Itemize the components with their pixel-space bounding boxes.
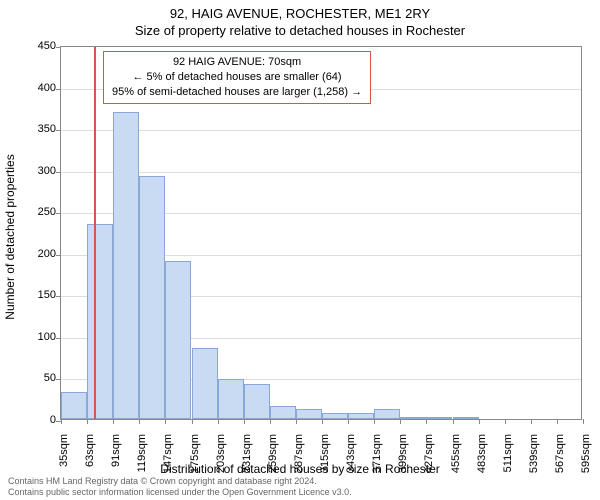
xtick-label: 567sqm [554,434,566,473]
ytick-mark [56,130,61,131]
y-axis-label: Number of detached properties [3,154,17,319]
histogram-bar [296,409,322,419]
ytick-label: 200 [16,248,56,260]
xtick-label: 35sqm [58,434,70,467]
ytick-mark [56,172,61,173]
histogram-bar [348,413,374,419]
ytick-label: 250 [16,206,56,218]
xtick-label: 539sqm [528,434,540,473]
xtick-mark [113,419,114,424]
xtick-mark [87,419,88,424]
histogram-plot: 92 HAIG AVENUE: 70sqm← 5% of detached ho… [60,46,582,420]
xtick-mark [400,419,401,424]
annotation-line3: 95% of semi-detached houses are larger (… [112,85,362,100]
histogram-bar [192,348,218,419]
xtick-mark [61,419,62,424]
annotation-line2: ← 5% of detached houses are smaller (64) [112,70,362,85]
page-title-line2: Size of property relative to detached ho… [0,21,600,38]
ytick-label: 0 [16,414,56,426]
xtick-mark [479,419,480,424]
reference-line [94,47,96,419]
histogram-bar [453,417,479,419]
xtick-label: 175sqm [189,434,201,473]
xtick-label: 203sqm [215,434,227,473]
ytick-mark [56,47,61,48]
annotation-line1: 92 HAIG AVENUE: 70sqm [112,55,362,70]
xtick-mark [426,419,427,424]
xtick-mark [531,419,532,424]
xtick-mark [165,419,166,424]
histogram-bar [322,413,348,419]
histogram-bar [113,112,139,420]
histogram-bar [139,176,165,420]
xtick-mark [583,419,584,424]
xtick-mark [270,419,271,424]
xtick-mark [139,419,140,424]
xtick-mark [374,419,375,424]
xtick-label: 231sqm [241,434,253,473]
xtick-label: 483sqm [476,434,488,473]
xtick-label: 455sqm [450,434,462,473]
ytick-mark [56,296,61,297]
footnote: Contains HM Land Registry data © Crown c… [8,476,352,498]
histogram-bar [218,379,244,419]
xtick-label: 343sqm [345,434,357,473]
ytick-mark [56,338,61,339]
histogram-bar [244,384,270,419]
xtick-mark [244,419,245,424]
ytick-label: 300 [16,165,56,177]
xtick-mark [192,419,193,424]
xtick-label: 91sqm [110,434,122,467]
annotation-callout: 92 HAIG AVENUE: 70sqm← 5% of detached ho… [103,51,371,104]
xtick-label: 315sqm [319,434,331,473]
histogram-bar [426,417,452,419]
ytick-label: 150 [16,289,56,301]
xtick-label: 287sqm [293,434,305,473]
ytick-label: 400 [16,82,56,94]
xtick-label: 63sqm [84,434,96,467]
xtick-label: 595sqm [580,434,592,473]
histogram-bar [61,392,87,419]
xtick-label: 427sqm [423,434,435,473]
xtick-mark [505,419,506,424]
xtick-mark [296,419,297,424]
page-title-line1: 92, HAIG AVENUE, ROCHESTER, ME1 2RY [0,0,600,21]
xtick-label: 511sqm [502,434,514,472]
xtick-mark [218,419,219,424]
ytick-label: 50 [16,372,56,384]
xtick-label: 147sqm [162,434,174,473]
footnote-line1: Contains HM Land Registry data © Crown c… [8,476,352,487]
xtick-mark [322,419,323,424]
xtick-label: 259sqm [267,434,279,473]
xtick-mark [453,419,454,424]
ytick-label: 450 [16,40,56,52]
ytick-label: 100 [16,331,56,343]
ytick-mark [56,379,61,380]
xtick-label: 119sqm [136,434,148,472]
xtick-mark [348,419,349,424]
footnote-line2: Contains public sector information licen… [8,487,352,498]
ytick-mark [56,213,61,214]
ytick-mark [56,255,61,256]
histogram-bar [400,417,426,419]
histogram-bar [270,406,296,419]
xtick-mark [557,419,558,424]
ytick-label: 350 [16,123,56,135]
xtick-label: 371sqm [371,434,383,473]
histogram-bar [165,261,191,419]
ytick-mark [56,89,61,90]
histogram-bar [374,409,400,419]
histogram-bar [87,224,113,419]
xtick-label: 399sqm [397,434,409,473]
